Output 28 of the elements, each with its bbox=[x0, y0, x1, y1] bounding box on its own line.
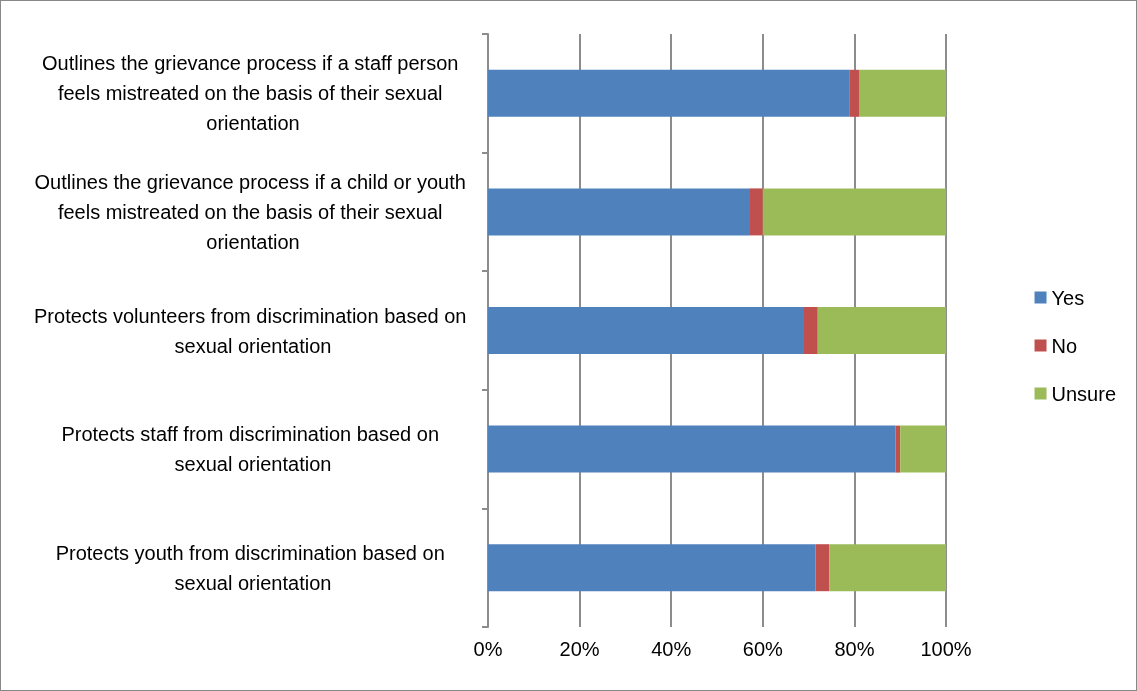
y-tick-label: Protects staff from discrimination based on sexual orientation bbox=[61, 423, 445, 476]
legend-label: Unsure bbox=[1051, 382, 1117, 405]
x-tick-label: 40% bbox=[651, 638, 692, 660]
bar bbox=[829, 544, 946, 592]
bar bbox=[900, 425, 946, 473]
x-tick-label: 60% bbox=[742, 638, 784, 660]
legend-label: No bbox=[1051, 334, 1078, 357]
bar bbox=[488, 69, 850, 117]
bar bbox=[488, 188, 750, 236]
bar bbox=[804, 307, 818, 354]
x-tick-label: 80% bbox=[834, 638, 875, 660]
bar bbox=[762, 188, 946, 236]
y-tick-label: Protects volunteers from discrimination based on sexual orientation bbox=[34, 304, 472, 357]
bar bbox=[815, 544, 830, 592]
bar bbox=[749, 188, 763, 236]
bar bbox=[817, 307, 946, 354]
legend-label: Yes bbox=[1051, 286, 1085, 309]
y-tick-label: Outlines the grievance process if a child or youth feels mistreated on the basis of their sexual orientation bbox=[34, 170, 472, 253]
x-tick-label: 20% bbox=[559, 638, 600, 660]
bar bbox=[488, 544, 816, 592]
y-tick-label: Outlines the grievance process if a staff person feels mistreated on the basis of their sexual orientation bbox=[41, 52, 465, 135]
bar bbox=[858, 69, 946, 117]
y-tick-label: Protects youth from discrimination based on sexual orientation bbox=[55, 541, 451, 594]
x-tick-label: 0% bbox=[473, 638, 503, 660]
bar bbox=[849, 69, 859, 117]
x-tick-label: 100% bbox=[920, 638, 972, 660]
bar bbox=[488, 425, 896, 473]
bar bbox=[488, 307, 805, 354]
